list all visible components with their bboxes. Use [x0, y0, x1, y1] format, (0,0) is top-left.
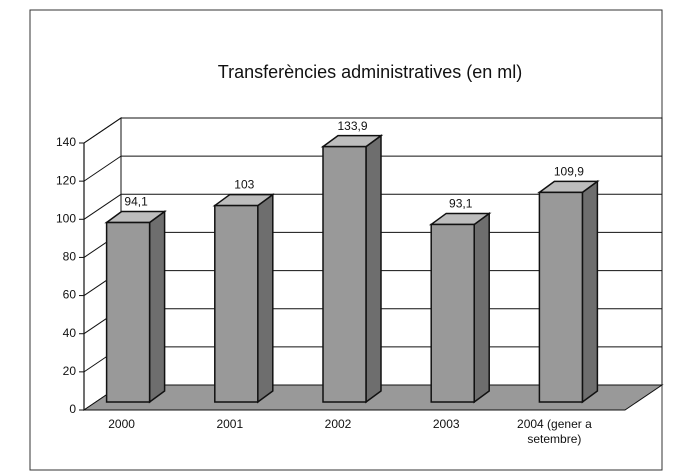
- value-label: 94,1: [124, 195, 148, 209]
- value-label: 133,9: [337, 119, 367, 133]
- x-tick-label: 2000: [108, 417, 135, 431]
- bar-side: [581, 179, 599, 404]
- bar-side: [365, 134, 382, 404]
- x-tick-label: 2004 (gener a setembre): [517, 417, 592, 446]
- bar-side: [257, 193, 274, 404]
- y-tick-label: 40: [63, 326, 77, 340]
- value-label: 93,1: [449, 197, 473, 211]
- y-tick-label: 80: [63, 250, 77, 264]
- value-label: 109,9: [554, 165, 584, 179]
- y-tick-label: 100: [56, 211, 76, 225]
- value-label: 103: [234, 178, 254, 192]
- bar: [214, 204, 259, 403]
- label-line: setembre): [527, 432, 581, 446]
- side-grid-line: [83, 117, 122, 144]
- x-tick-label: 2001: [216, 417, 243, 431]
- x-tick-label: 2003: [433, 417, 460, 431]
- side-grid-line: [83, 155, 122, 182]
- x-tick-label: 2002: [325, 417, 352, 431]
- bar: [322, 145, 367, 403]
- chart-title: Transferències administratives (en ml): [218, 62, 522, 82]
- y-tick-label: 60: [63, 288, 77, 302]
- y-tick-label: 140: [56, 135, 76, 149]
- bar: [105, 221, 151, 403]
- label-line: 2004 (gener a: [517, 417, 592, 431]
- bar-side: [148, 210, 166, 404]
- side-grid-line: [83, 193, 122, 220]
- bar: [538, 191, 584, 403]
- y-tick-label: 0: [69, 402, 76, 416]
- bar: [430, 223, 475, 403]
- y-tick-label: 20: [63, 364, 77, 378]
- bar-side: [473, 211, 490, 404]
- y-tick-label: 120: [56, 173, 76, 187]
